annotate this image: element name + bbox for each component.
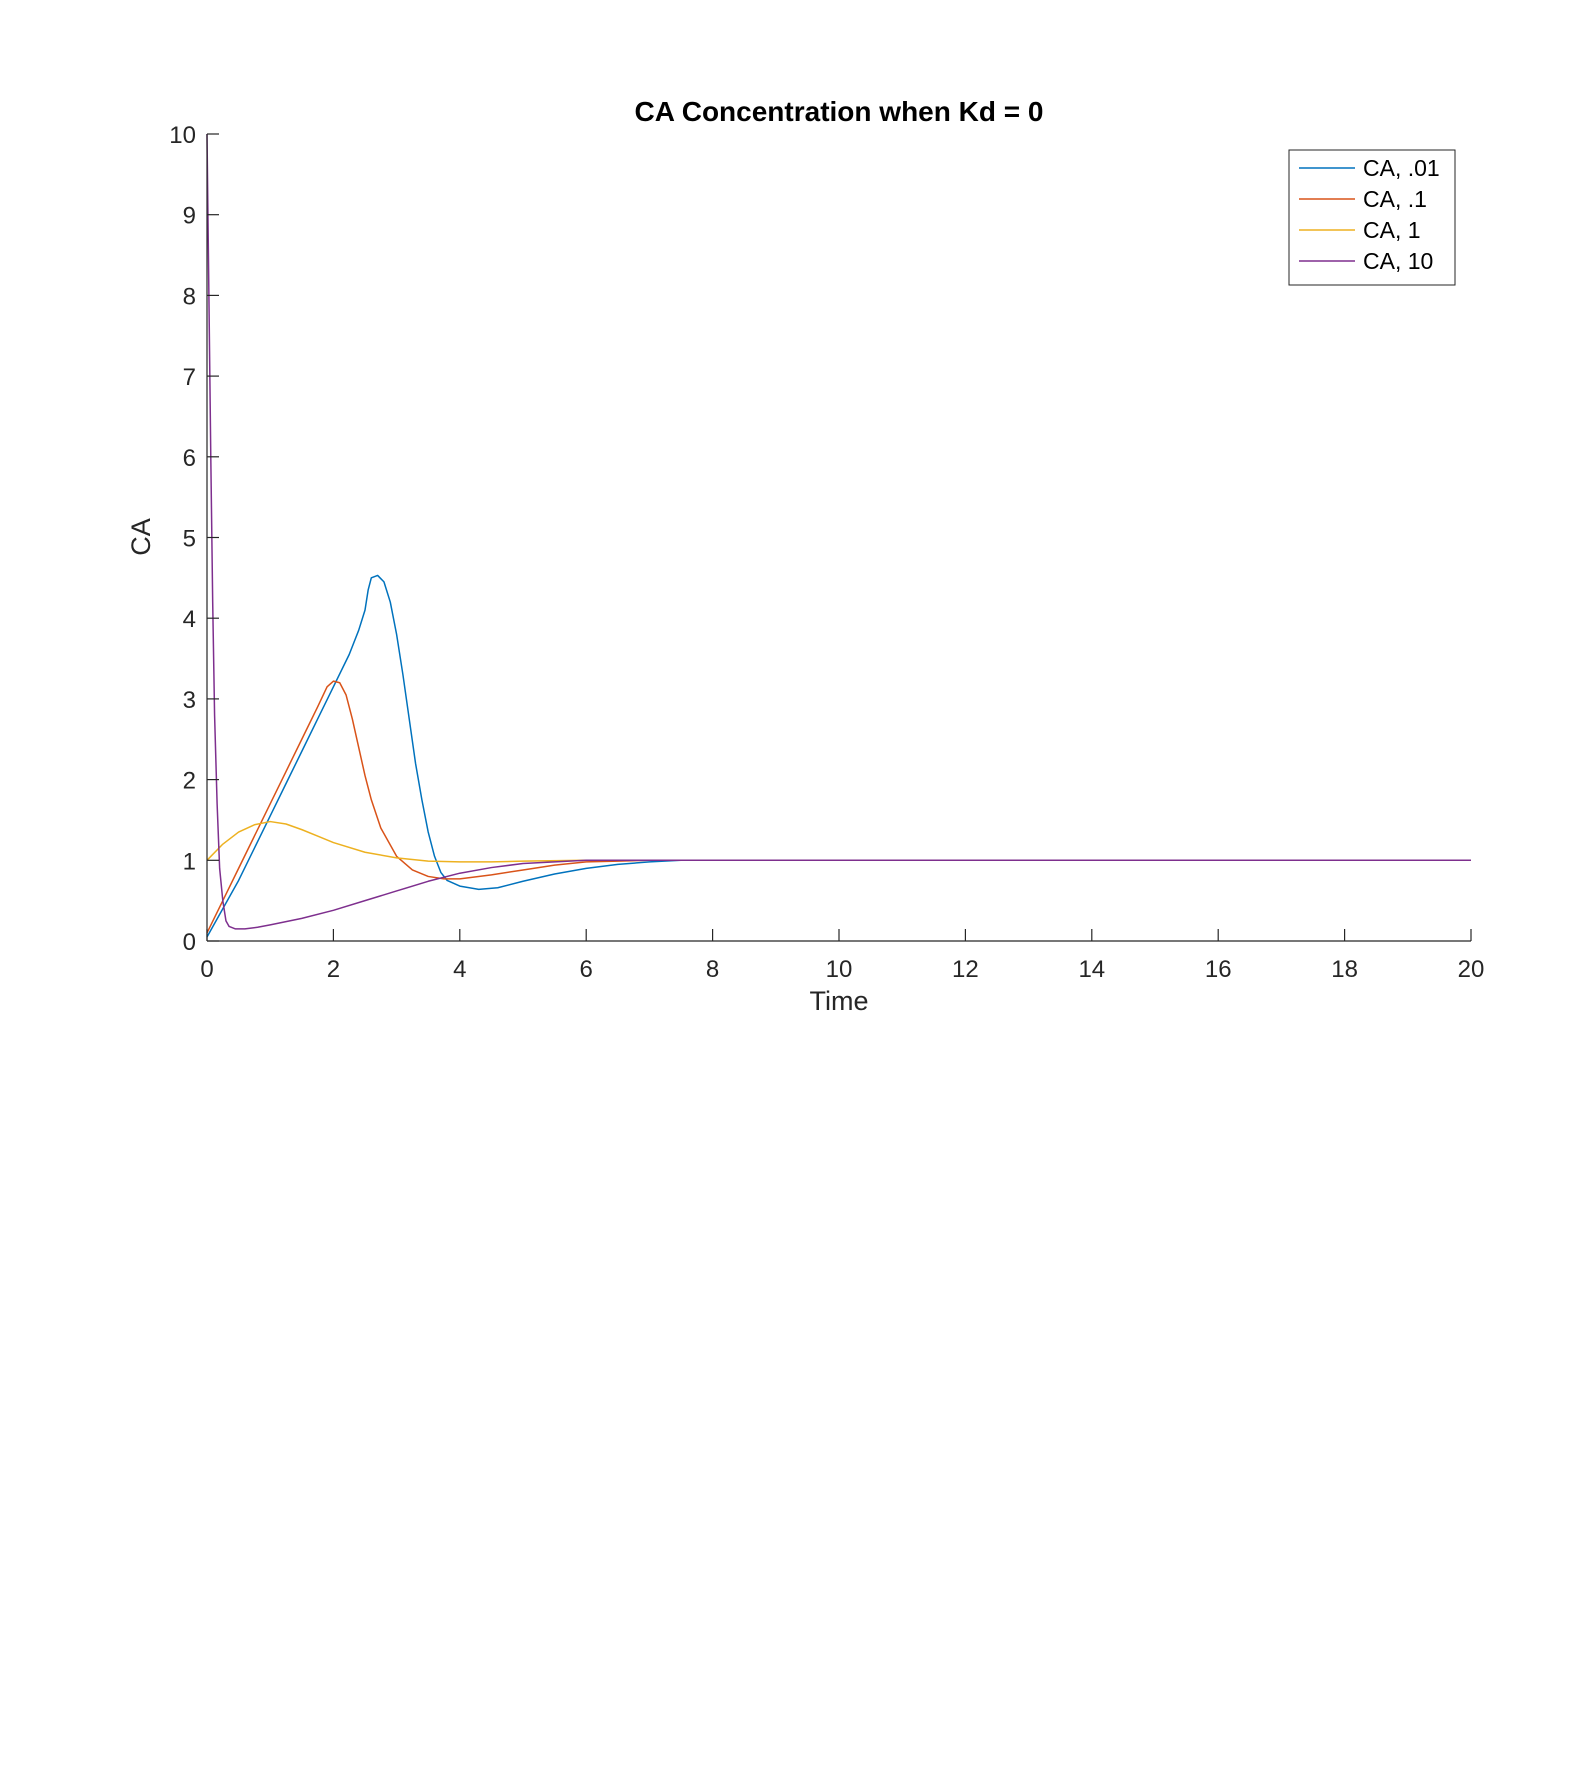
legend-box	[1288, 149, 1456, 286]
y-tick-label-6: 6	[183, 445, 196, 472]
y-tick-label-3: 3	[183, 687, 196, 714]
series-line-1	[206, 680, 1471, 934]
x-tick-label-2: 4	[453, 956, 466, 983]
y-tick-label-2: 2	[183, 768, 196, 795]
legend: CA, .01 CA, .1 CA, 1 CA, 10	[1288, 149, 1456, 286]
x-tick-label-1: 2	[327, 956, 340, 983]
legend-label-1: CA, .1	[1363, 186, 1427, 212]
x-tick-label-0: 0	[200, 956, 213, 983]
y-tick-label-4: 4	[183, 606, 196, 633]
y-tick-label-9: 9	[183, 203, 196, 230]
x-tick-label-8: 16	[1205, 956, 1232, 983]
x-tick-label-3: 6	[580, 956, 593, 983]
y-tick-label-8: 8	[183, 283, 196, 310]
legend-label-3: CA, 10	[1363, 248, 1433, 274]
series-line-3	[206, 133, 1471, 930]
series-line-0	[206, 574, 1471, 938]
legend-label-0: CA, .01	[1363, 155, 1440, 181]
y-tick-label-0: 0	[183, 929, 196, 956]
x-tick-label-9: 18	[1331, 956, 1358, 983]
x-tick-label-7: 14	[1078, 956, 1105, 983]
y-tick-label-5: 5	[183, 526, 196, 553]
legend-label-2: CA, 1	[1363, 217, 1421, 243]
x-tick-label-4: 8	[706, 956, 719, 983]
x-tick-label-10: 20	[1458, 956, 1485, 983]
x-tick-label-6: 12	[952, 956, 979, 983]
y-tick-label-7: 7	[183, 364, 196, 391]
x-axis-label: Time	[810, 986, 869, 1016]
plot-series	[206, 133, 1471, 938]
y-tick-label-1: 1	[183, 848, 196, 875]
y-axis-label: CA	[126, 518, 156, 556]
x-tick-label-5: 10	[826, 956, 853, 983]
chart-title: CA Concentration when Kd = 0	[635, 96, 1044, 127]
y-tick-label-10: 10	[169, 122, 196, 149]
